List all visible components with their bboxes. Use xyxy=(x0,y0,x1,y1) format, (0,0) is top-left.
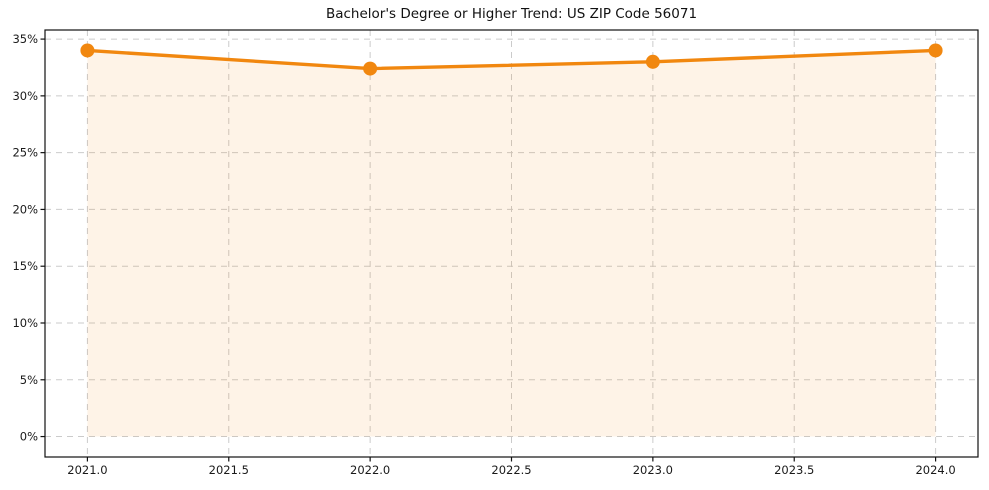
trend-area-fill xyxy=(87,50,936,437)
y-axis-tick-label: 30% xyxy=(12,89,38,103)
trend-line xyxy=(85,48,938,71)
chart-title: Bachelor's Degree or Higher Trend: US ZI… xyxy=(325,6,698,22)
x-axis-tick-label: 2021.5 xyxy=(209,463,249,477)
data-point-marker xyxy=(645,54,660,69)
data-point-marker xyxy=(928,43,943,58)
x-axis-tick-label: 2023.5 xyxy=(774,463,814,477)
y-axis-tick-label: 5% xyxy=(20,373,38,387)
data-point-marker xyxy=(80,43,95,58)
y-axis-tick-label: 35% xyxy=(12,32,38,46)
y-axis-tick-label: 0% xyxy=(20,430,38,444)
x-axis-tick-label: 2021.0 xyxy=(67,463,107,477)
x-axis-tick-label: 2022.5 xyxy=(491,463,531,477)
data-point-marker xyxy=(363,61,378,76)
x-axis-tick-label: 2022.0 xyxy=(350,463,390,477)
x-axis-tick-label: 2024.0 xyxy=(915,463,955,477)
x-axis-tick-label: 2023.0 xyxy=(633,463,673,477)
y-axis-tick-label: 25% xyxy=(12,146,38,160)
y-axis-tick-label: 10% xyxy=(12,316,38,330)
y-axis-tick-label: 15% xyxy=(12,259,38,273)
y-axis-tick-label: 20% xyxy=(12,202,38,216)
plot-border xyxy=(44,29,979,458)
